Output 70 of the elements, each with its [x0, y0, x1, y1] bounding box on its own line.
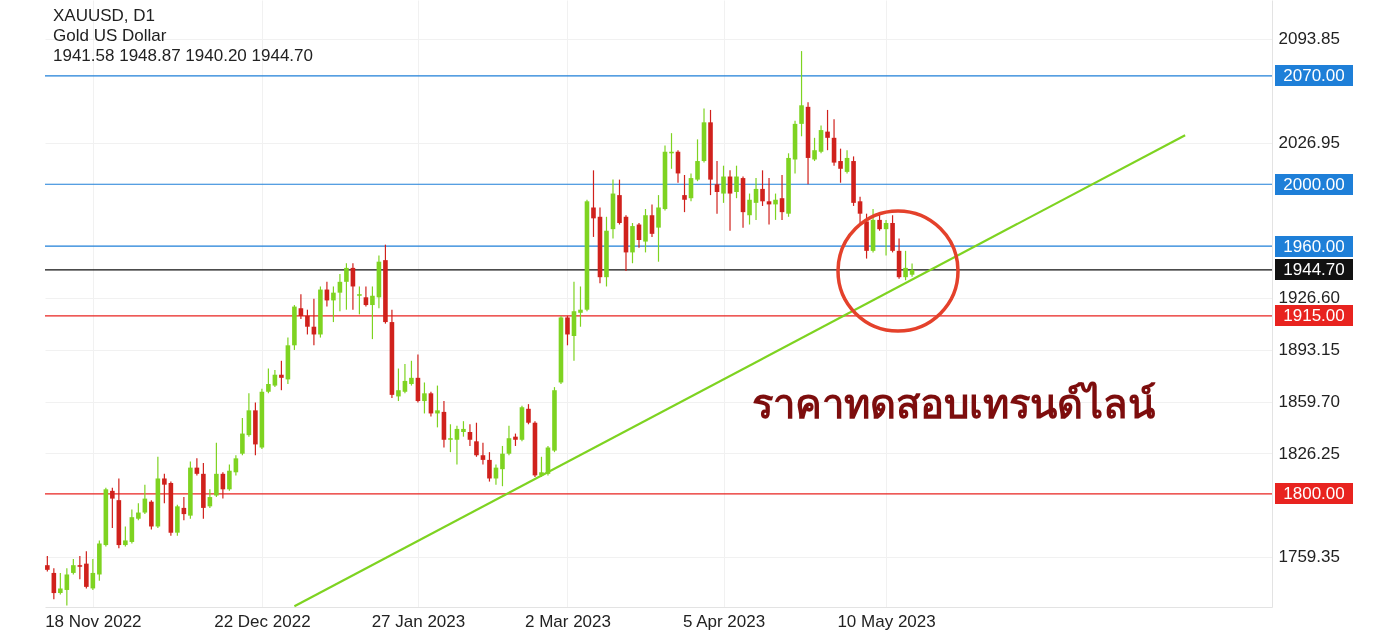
- y-tick-label: 1893.15: [1278, 340, 1340, 360]
- candlestick: [903, 250, 908, 281]
- candlestick: [357, 285, 362, 315]
- candlestick: [578, 285, 583, 328]
- candlestick: [162, 473, 167, 504]
- candlestick: [695, 138, 700, 182]
- ref-line-label: 1915.00: [1275, 305, 1353, 327]
- candlestick: [721, 165, 726, 204]
- candlestick: [435, 384, 440, 428]
- y-tick-label: 1859.70: [1278, 392, 1340, 412]
- candlestick: [773, 192, 778, 221]
- candlestick: [591, 169, 596, 238]
- ref-line-label: 1800.00: [1275, 483, 1353, 505]
- y-tick-label: 1759.35: [1278, 547, 1340, 567]
- candlestick: [77, 555, 83, 580]
- candlestick: [799, 50, 804, 137]
- candlestick: [448, 423, 453, 453]
- candlestick: [240, 417, 245, 456]
- candlestick: [747, 192, 752, 226]
- candlestick: [84, 550, 89, 590]
- candlestick: [331, 285, 336, 323]
- candlestick: [266, 367, 271, 394]
- x-tick-label: 10 May 2023: [837, 611, 936, 631]
- candlestick: [506, 425, 512, 456]
- y-tick-label: 1926.60: [1278, 288, 1340, 308]
- y-tick-label: 1826.25: [1278, 443, 1340, 463]
- candlestick: [487, 451, 492, 483]
- x-tick-label: 2 Mar 2023: [524, 611, 611, 631]
- candlestick: [812, 137, 817, 162]
- candlestick: [422, 381, 427, 415]
- candlestick: [909, 262, 915, 278]
- candlestick: [58, 572, 63, 596]
- candlestick: [110, 487, 115, 529]
- candlestick: [656, 194, 661, 263]
- candlestick: [305, 309, 310, 336]
- candlestick: [825, 109, 830, 151]
- candlestick: [344, 262, 349, 311]
- candlestick: [279, 360, 284, 391]
- y-tick-label: 2026.95: [1278, 133, 1340, 153]
- annotation: 1941.58 1948.87 1940.20 1944.70: [53, 46, 313, 66]
- candlestick: [227, 463, 232, 492]
- candlestick: [480, 442, 486, 466]
- x-tick-label: 27 Jan 2023: [371, 611, 466, 631]
- candlestick: [64, 567, 70, 607]
- annotation: ราคาทดสอบเทรนด์ไลน์: [752, 380, 1155, 429]
- candlestick: [539, 456, 544, 478]
- ref-line-label: 1944.70: [1275, 259, 1353, 281]
- text: Gold US Dollar: [53, 26, 167, 46]
- candlestick: [565, 315, 570, 346]
- candlestick: [409, 360, 414, 387]
- candlestick: [526, 403, 531, 425]
- candlestick: [682, 174, 687, 213]
- candlestick: [214, 442, 219, 498]
- candlestick: [474, 422, 479, 458]
- ref-line-label: 1960.00: [1275, 235, 1353, 257]
- chart-title: XAUUSD, D1: [53, 6, 156, 26]
- candlestick: [857, 196, 863, 224]
- candlestick: [396, 367, 401, 402]
- candlestick: [734, 165, 739, 199]
- y-tick-label: 2093.85: [1278, 29, 1340, 49]
- x-tick-label: 18 Nov 2022: [45, 611, 142, 631]
- candlestick: [760, 169, 765, 207]
- x-tick-label: 22 Dec 2022: [214, 611, 311, 631]
- candlestick: [838, 148, 843, 184]
- ref-line-label: 2070.00: [1275, 65, 1353, 87]
- candlestick: [500, 445, 505, 487]
- candlestick: [123, 525, 128, 548]
- ref-line-label: 2000.00: [1275, 173, 1353, 195]
- x-tick-label: 5 Apr 2023: [682, 611, 766, 631]
- candlestick: [370, 285, 375, 340]
